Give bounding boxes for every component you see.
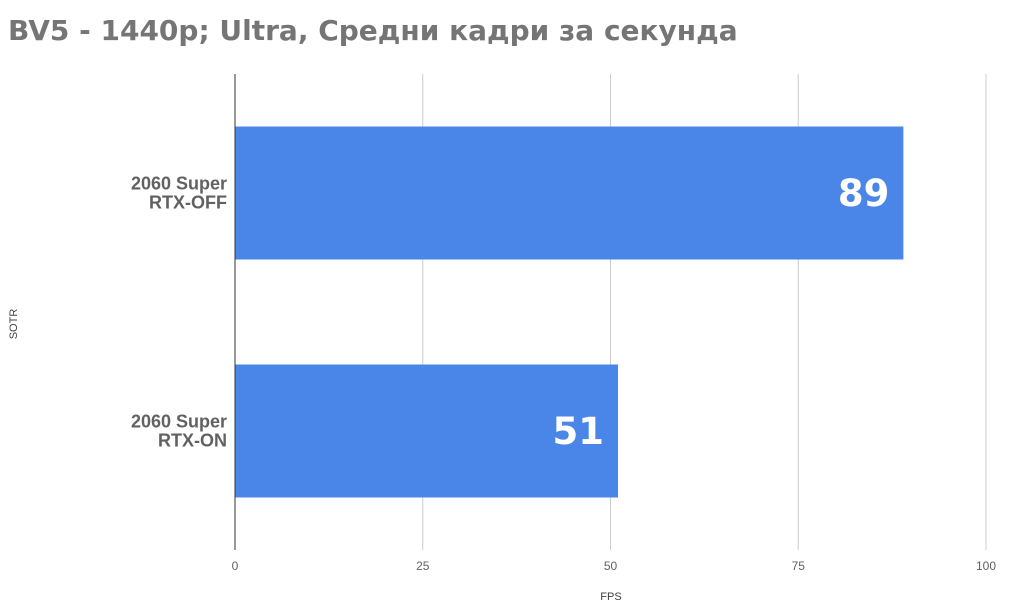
x-tick-label: 50 xyxy=(604,559,618,573)
chart-title: BV5 - 1440p; Ultra, Средни кадри за секу… xyxy=(8,14,738,47)
y-axis-title: SOTR xyxy=(8,309,20,340)
x-tick-label: 25 xyxy=(416,559,430,573)
x-tick-label: 0 xyxy=(232,559,239,573)
category-label: RTX-OFF xyxy=(149,193,227,213)
bar xyxy=(235,364,619,498)
data-labels: 89 51 xyxy=(553,172,890,453)
bars xyxy=(235,126,904,498)
data-label: 51 xyxy=(553,410,605,453)
bar xyxy=(235,126,904,260)
x-tick-label: 100 xyxy=(976,559,996,573)
data-label: 89 xyxy=(838,172,890,215)
category-label: RTX-ON xyxy=(158,431,227,451)
x-tick-label: 75 xyxy=(792,559,806,573)
x-axis-title: FPS xyxy=(600,591,621,603)
category-label: 2060 Super xyxy=(131,174,227,194)
category-label: 2060 Super xyxy=(131,412,227,432)
x-tick-labels: 0 25 50 75 100 xyxy=(232,559,997,573)
